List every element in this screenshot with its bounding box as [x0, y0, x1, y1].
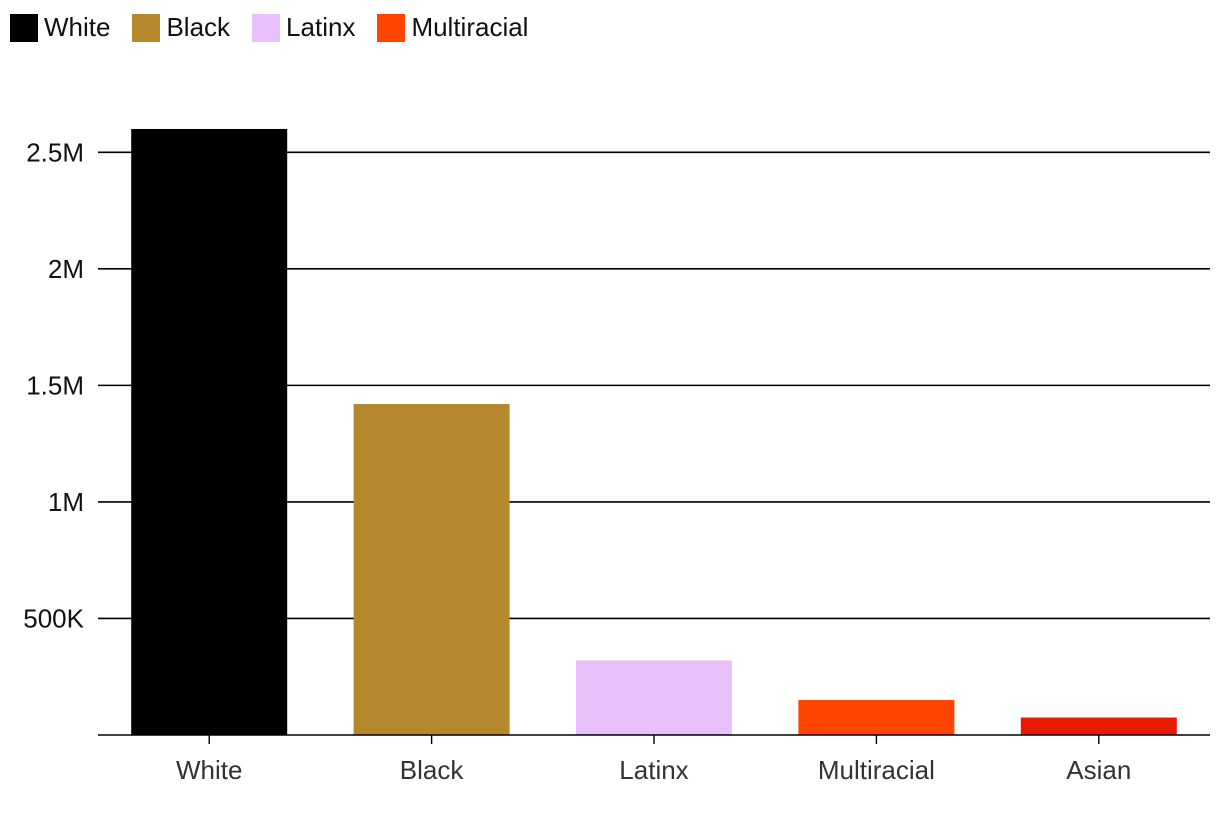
- bar-latinx: [576, 660, 732, 735]
- chart-legend: White Black Latinx Multiracial: [10, 12, 528, 43]
- legend-item-black: Black: [132, 12, 230, 43]
- bar-white: [131, 128, 288, 736]
- bar-multiracial: [798, 700, 955, 735]
- y-tick-label: 1M: [48, 487, 84, 517]
- legend-swatch-multiracial: [377, 13, 406, 42]
- legend-label-black: Black: [166, 12, 231, 42]
- x-tick-label: Latinx: [619, 755, 688, 785]
- legend-label-latinx: Latinx: [286, 12, 356, 42]
- x-tick-label: White: [176, 755, 242, 785]
- legend-item-multiracial: Multiracial: [377, 12, 528, 43]
- y-tick-label: 500K: [23, 603, 84, 633]
- bar-asian: [1020, 717, 1177, 735]
- x-tick-label: Black: [400, 755, 465, 785]
- legend-item-white: White: [10, 12, 110, 43]
- bar-black: [353, 404, 510, 735]
- legend-item-latinx: Latinx: [252, 12, 355, 43]
- legend-label-white: White: [44, 12, 111, 42]
- y-tick-label: 1.5M: [26, 370, 84, 400]
- legend-swatch-white: [10, 13, 38, 42]
- y-tick-label: 2M: [48, 254, 84, 284]
- legend-swatch-latinx: [252, 13, 281, 42]
- x-tick-label: Asian: [1066, 755, 1131, 785]
- legend-swatch-black: [132, 13, 161, 42]
- y-tick-label: 2.5M: [26, 137, 84, 167]
- legend-label-multiracial: Multiracial: [411, 12, 529, 42]
- x-tick-label: Multiracial: [818, 755, 935, 785]
